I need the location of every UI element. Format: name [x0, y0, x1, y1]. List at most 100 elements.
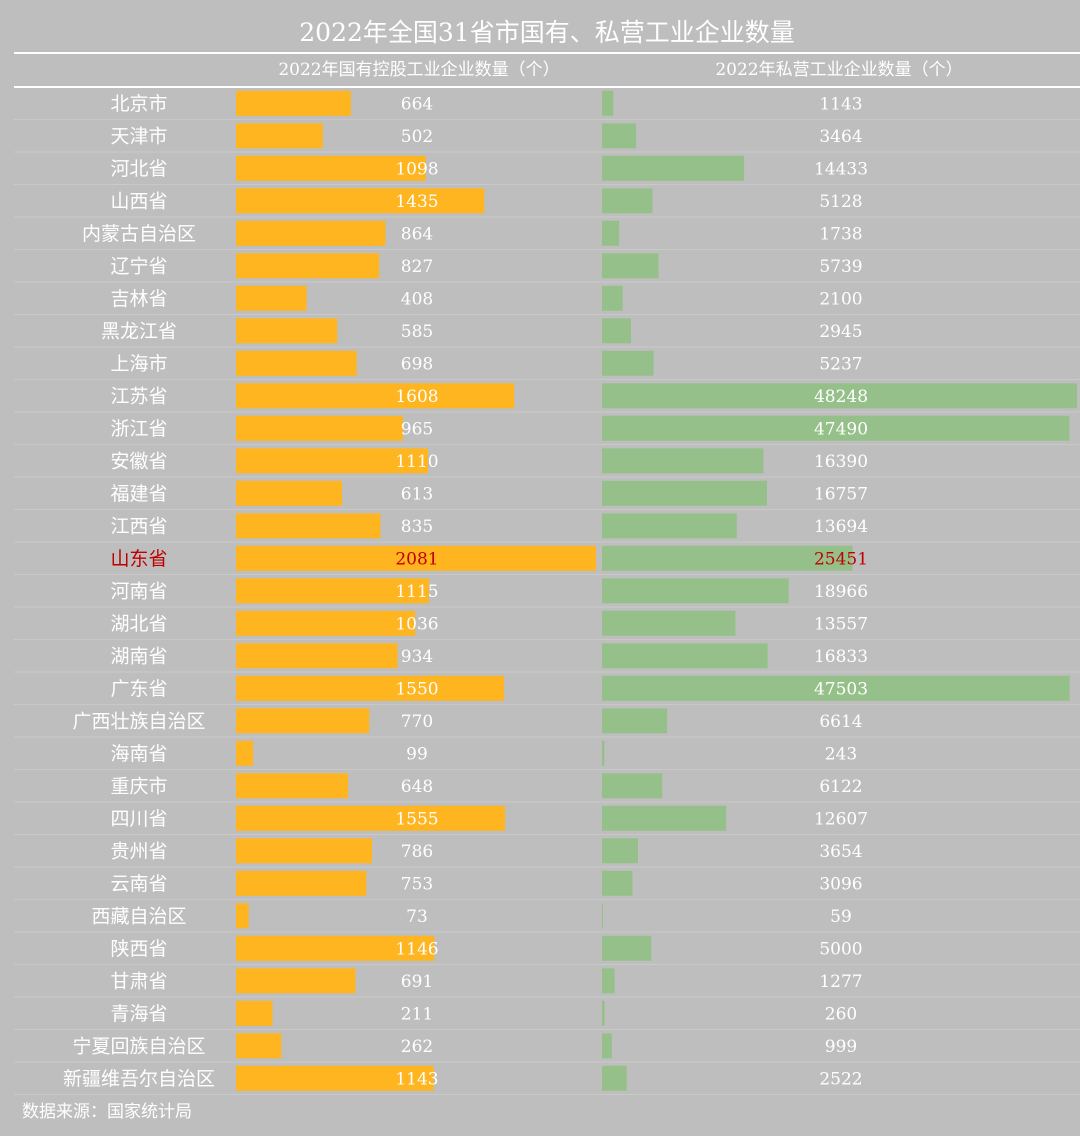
state-bar	[236, 838, 372, 864]
state-bar	[236, 545, 596, 571]
category-label: 河北省	[110, 158, 167, 180]
private-value-label: 3464	[819, 127, 862, 147]
private-bar	[602, 838, 638, 864]
state-value-label: 73	[406, 907, 428, 927]
state-value-label: 1036	[395, 614, 438, 634]
category-label: 湖北省	[110, 613, 167, 635]
state-value-label: 408	[401, 289, 433, 309]
category-label: 上海市	[110, 353, 167, 375]
state-bar	[236, 740, 254, 766]
state-bar	[236, 903, 249, 929]
state-bar	[236, 1065, 434, 1091]
private-bar	[602, 1000, 605, 1026]
category-label: 福建省	[110, 483, 167, 505]
state-value-label: 786	[401, 842, 433, 862]
private-bar	[602, 870, 633, 896]
private-series-header: 2022年私营工业企业数量（个）	[715, 60, 963, 80]
category-label: 海南省	[110, 743, 167, 765]
state-value-label: 770	[401, 712, 433, 732]
private-bar	[602, 675, 1070, 701]
chart-root: 2022年全国31省市国有、私营工业企业数量 2022年国有控股工业企业数量（个…	[14, 0, 1080, 1136]
private-value-label: 47503	[814, 679, 868, 699]
category-label: 山西省	[110, 190, 167, 212]
state-bar	[236, 643, 398, 669]
private-bar	[602, 220, 620, 246]
state-bar	[236, 610, 416, 636]
private-bar	[602, 1065, 627, 1091]
private-value-label: 1738	[819, 224, 862, 244]
private-bar	[602, 513, 737, 539]
private-value-label: 999	[825, 1037, 857, 1057]
private-value-label: 5000	[819, 939, 862, 959]
private-value-label: 6122	[819, 777, 862, 797]
private-value-label: 16757	[814, 484, 868, 504]
state-series-header: 2022年国有控股工业企业数量（个）	[278, 60, 560, 80]
state-value-label: 664	[401, 94, 433, 114]
category-label: 贵州省	[110, 840, 167, 862]
private-bar	[602, 610, 736, 636]
private-bar	[602, 123, 637, 149]
private-bar	[602, 740, 605, 766]
private-bar	[602, 188, 653, 214]
category-label: 甘肃省	[110, 970, 167, 992]
state-value-label: 1608	[395, 387, 438, 407]
category-label: 四川省	[110, 808, 167, 830]
private-value-label: 5128	[819, 192, 862, 212]
category-label: 安徽省	[110, 450, 167, 472]
private-bar	[602, 383, 1077, 409]
bar-chart-svg: 北京市 664 1143 天津市 502 3464 河北省 1098 14433 山西省 1435 5…	[14, 90, 1080, 1095]
private-bar	[602, 935, 652, 961]
state-bar	[236, 708, 370, 734]
category-label: 新疆维吾尔自治区	[63, 1068, 215, 1090]
category-label: 云南省	[110, 873, 167, 895]
private-bar	[602, 773, 663, 799]
private-bar	[602, 415, 1070, 441]
state-value-label: 1110	[395, 452, 438, 472]
private-bar	[602, 350, 654, 376]
state-bar	[236, 805, 505, 831]
private-value-label: 12607	[814, 809, 868, 829]
state-value-label: 827	[401, 257, 433, 277]
private-bar	[602, 253, 659, 279]
state-bar	[236, 773, 349, 799]
category-label: 吉林省	[110, 288, 167, 310]
private-bar	[602, 708, 668, 734]
category-label: 天津市	[110, 125, 167, 147]
private-bar	[602, 285, 623, 311]
private-bar	[602, 968, 615, 994]
category-label: 北京市	[110, 93, 167, 115]
private-value-label: 25451	[814, 549, 868, 569]
private-value-label: 5739	[819, 257, 862, 277]
state-value-label: 1435	[395, 192, 438, 212]
private-bar	[602, 155, 745, 181]
state-value-label: 99	[406, 744, 428, 764]
category-label: 黑龙江省	[101, 320, 177, 342]
private-value-label: 5237	[819, 354, 862, 374]
state-bar	[236, 285, 307, 311]
state-bar	[236, 1033, 282, 1059]
header-divider	[14, 86, 1080, 88]
state-value-label: 262	[401, 1037, 433, 1057]
private-value-label: 2945	[819, 322, 862, 342]
state-value-label: 1550	[395, 679, 438, 699]
state-bar	[236, 90, 351, 116]
state-value-label: 1115	[395, 582, 438, 602]
private-value-label: 2522	[819, 1069, 862, 1089]
private-value-label: 13557	[814, 614, 868, 634]
state-bar	[236, 318, 338, 344]
private-bar	[602, 448, 764, 474]
category-label: 江苏省	[110, 385, 167, 407]
private-bar	[602, 545, 853, 571]
state-bar	[236, 1000, 273, 1026]
state-bar	[236, 188, 485, 214]
state-bar	[236, 155, 426, 181]
state-value-label: 698	[401, 354, 433, 374]
state-bar	[236, 448, 428, 474]
private-value-label: 48248	[814, 387, 868, 407]
category-label: 浙江省	[110, 418, 167, 440]
state-value-label: 613	[401, 484, 433, 504]
category-label: 西藏自治区	[91, 905, 186, 927]
private-value-label: 3096	[819, 874, 862, 894]
state-value-label: 864	[401, 224, 433, 244]
private-value-label: 13694	[814, 517, 868, 537]
